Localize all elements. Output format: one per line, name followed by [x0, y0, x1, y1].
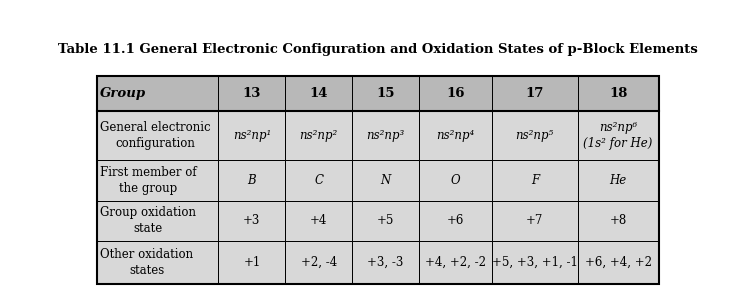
- Text: 17: 17: [525, 87, 544, 100]
- Bar: [285, 241, 352, 284]
- Bar: [352, 241, 419, 284]
- Text: +8: +8: [609, 214, 626, 227]
- Bar: [97, 76, 218, 111]
- Bar: [218, 76, 285, 111]
- Bar: [578, 241, 659, 284]
- Bar: [352, 111, 419, 160]
- Bar: [419, 241, 492, 284]
- Bar: [492, 241, 578, 284]
- Bar: [218, 111, 285, 160]
- Bar: [285, 160, 352, 201]
- Bar: [285, 76, 352, 111]
- Text: ns²np¹: ns²np¹: [233, 129, 271, 142]
- Bar: [218, 160, 285, 201]
- Text: +5, +3, +1, -1: +5, +3, +1, -1: [492, 256, 578, 269]
- Text: Group oxidation
state: Group oxidation state: [100, 206, 196, 236]
- Text: Table 11.1 General Electronic Configuration and Oxidation States of p-Block Elem: Table 11.1 General Electronic Configurat…: [57, 43, 698, 56]
- Text: B: B: [248, 174, 256, 187]
- Text: ns²np⁵: ns²np⁵: [516, 129, 554, 142]
- Text: +3: +3: [243, 214, 261, 227]
- Text: +6: +6: [447, 214, 464, 227]
- Text: 16: 16: [446, 87, 465, 100]
- Text: C: C: [314, 174, 324, 187]
- Bar: [352, 201, 419, 241]
- Bar: [419, 160, 492, 201]
- Bar: [578, 111, 659, 160]
- Text: ns²np²: ns²np²: [299, 129, 338, 142]
- Text: +1: +1: [243, 256, 260, 269]
- Bar: [285, 201, 352, 241]
- Text: 13: 13: [242, 87, 261, 100]
- Text: N: N: [380, 174, 391, 187]
- Text: ns²np⁶
(1s² for He): ns²np⁶ (1s² for He): [584, 121, 653, 150]
- Text: 18: 18: [609, 87, 627, 100]
- Bar: [419, 111, 492, 160]
- Bar: [492, 201, 578, 241]
- Bar: [97, 160, 218, 201]
- Text: General electronic
configuration: General electronic configuration: [100, 121, 211, 150]
- Bar: [492, 111, 578, 160]
- Text: ns²np⁴: ns²np⁴: [436, 129, 475, 142]
- Text: First member of
the group: First member of the group: [100, 166, 197, 195]
- Text: 14: 14: [310, 87, 328, 100]
- Text: F: F: [531, 174, 539, 187]
- Text: Other oxidation
states: Other oxidation states: [100, 248, 193, 277]
- Bar: [218, 241, 285, 284]
- Bar: [492, 160, 578, 201]
- Bar: [218, 201, 285, 241]
- Bar: [97, 111, 218, 160]
- Text: ns²np³: ns²np³: [366, 129, 405, 142]
- Text: +4, +2, -2: +4, +2, -2: [425, 256, 486, 269]
- Text: +6, +4, +2: +6, +4, +2: [584, 256, 652, 269]
- Bar: [419, 76, 492, 111]
- Text: Group: Group: [100, 87, 146, 100]
- Bar: [419, 201, 492, 241]
- Bar: [578, 76, 659, 111]
- Bar: [285, 111, 352, 160]
- Text: +5: +5: [377, 214, 394, 227]
- Text: O: O: [450, 174, 461, 187]
- Bar: [492, 76, 578, 111]
- Text: +7: +7: [526, 214, 543, 227]
- Text: +3, -3: +3, -3: [367, 256, 404, 269]
- Bar: [578, 160, 659, 201]
- Bar: [97, 241, 218, 284]
- Bar: [578, 201, 659, 241]
- Text: He: He: [609, 174, 626, 187]
- Bar: [352, 76, 419, 111]
- Bar: [97, 201, 218, 241]
- Bar: [97, 76, 659, 284]
- Text: 15: 15: [377, 87, 395, 100]
- Text: +4: +4: [310, 214, 327, 227]
- Bar: [352, 160, 419, 201]
- Text: +2, -4: +2, -4: [301, 256, 337, 269]
